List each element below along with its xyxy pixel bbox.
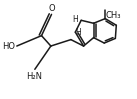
Text: CH₃: CH₃: [106, 11, 121, 20]
Text: O: O: [49, 4, 55, 13]
Text: H₂N: H₂N: [26, 72, 42, 81]
Text: H: H: [75, 28, 81, 37]
Text: HO: HO: [2, 42, 15, 50]
Text: H: H: [72, 15, 78, 24]
